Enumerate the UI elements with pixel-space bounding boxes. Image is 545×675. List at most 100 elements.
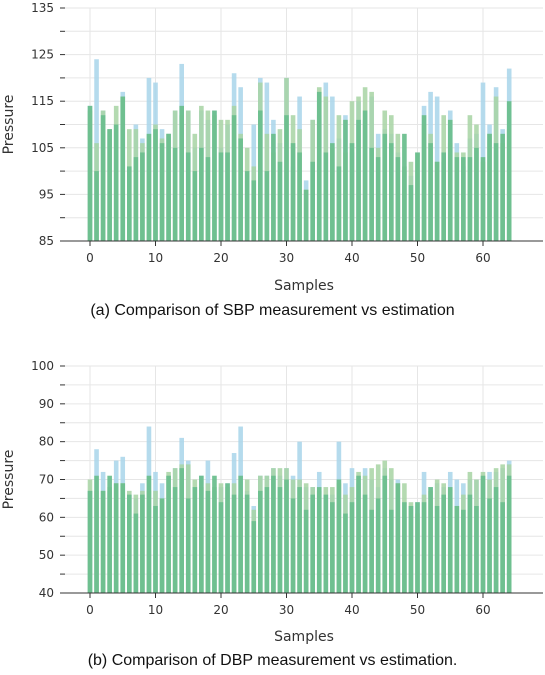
dbp-bar-s3-4 <box>113 483 119 593</box>
sbp-bar-s3-2 <box>100 115 106 241</box>
sbp-x-axis-title: Samples <box>274 278 334 294</box>
sbp-bar-s3-27 <box>264 171 270 241</box>
sbp-bar-s3-21 <box>225 152 230 241</box>
dbp-bar-s3-2 <box>100 490 106 593</box>
sbp-x-tick-label: 40 <box>344 251 359 265</box>
dbp-bar-s3-45 <box>382 475 388 593</box>
sbp-bar-s3-50 <box>415 152 420 241</box>
sbp-x-tick-label: 30 <box>279 251 294 265</box>
dbp-y-tick-label: 100 <box>31 359 54 373</box>
dbp-bar-s3-1 <box>94 475 99 593</box>
sbp-bar-s3-40 <box>349 143 355 241</box>
sbp-bar-s3-32 <box>297 152 302 241</box>
dbp-bar-s3-37 <box>330 502 335 593</box>
sbp-bar-s3-5 <box>120 96 126 241</box>
sbp-chart-caption: (a) Comparison of SBP measurement vs est… <box>90 302 455 319</box>
dbp-bar-s3-46 <box>389 509 394 593</box>
dbp-bar-s3-27 <box>264 487 270 593</box>
sbp-y-tick-label: 125 <box>31 48 54 62</box>
sbp-bar-s3-44 <box>375 157 381 241</box>
sbp-bar-s3-1 <box>94 171 99 241</box>
dbp-bar-s3-51 <box>421 502 427 593</box>
dbp-bar-s3-64 <box>506 475 512 593</box>
sbp-bar-s3-55 <box>447 119 453 241</box>
dbp-bar-s3-26 <box>258 490 263 593</box>
dbp-y-tick-label: 50 <box>39 548 54 562</box>
sbp-bar-s3-58 <box>467 157 473 241</box>
dbp-bar-s3-23 <box>238 475 243 593</box>
dbp-bar-s3-17 <box>199 475 204 593</box>
sbp-bar-s3-61 <box>487 133 492 241</box>
sbp-bar-s3-46 <box>389 143 394 241</box>
sbp-bar-s3-59 <box>474 147 479 241</box>
sbp-bar-s3-9 <box>146 133 152 241</box>
sbp-bar-s3-26 <box>258 110 263 242</box>
sbp-bar-s3-7 <box>133 157 139 241</box>
dbp-bar-s3-61 <box>487 498 492 593</box>
sbp-y-tick-label: 85 <box>39 234 54 248</box>
dbp-y-tick-label: 80 <box>39 435 54 449</box>
sbp-bar-s3-42 <box>362 110 368 242</box>
dbp-chart-caption: (b) Comparison of DBP measurement vs est… <box>87 652 458 669</box>
dbp-bar-s3-12 <box>166 475 171 593</box>
dbp-bar-s3-6 <box>127 494 132 593</box>
sbp-bar-chart: 0 10 20 30 40 50 60 85 95 105 115 125 135 Samples Pres… <box>1 1 543 294</box>
dbp-bar-s3-62 <box>493 487 499 593</box>
dbp-bar-s3-42 <box>362 494 368 593</box>
dbp-bar-s3-36 <box>323 494 329 593</box>
sbp-bar-s3-18 <box>205 157 211 241</box>
sbp-bar-s3-13 <box>172 147 178 241</box>
sbp-bar-s3-48 <box>402 133 407 241</box>
sbp-bar-s3-54 <box>441 152 446 241</box>
sbp-bar-s3-3 <box>107 129 112 241</box>
dbp-bar-s3-0 <box>87 490 93 593</box>
sbp-y-tick-label: 135 <box>31 1 54 15</box>
sbp-bar-s3-37 <box>330 143 335 241</box>
sbp-bar-s3-12 <box>166 133 171 241</box>
dbp-bar-s3-56 <box>454 505 460 593</box>
sbp-bar-s3-29 <box>277 161 283 241</box>
dbp-bar-s3-39 <box>343 513 348 593</box>
sbp-bar-s3-38 <box>336 166 342 241</box>
sbp-bar-s3-33 <box>303 189 309 241</box>
dbp-bar-s3-25 <box>251 521 257 593</box>
dbp-chart-panel: 0 10 20 30 40 50 60 40 50 60 70 80 90 100 Samples Press… <box>0 342 545 675</box>
dbp-bar-s3-31 <box>290 498 296 593</box>
sbp-bar-s3-56 <box>454 157 460 241</box>
dbp-bar-s3-33 <box>303 509 309 593</box>
dbp-bar-s3-53 <box>434 505 440 593</box>
sbp-bar-s3-34 <box>310 161 315 241</box>
dbp-bar-chart: 0 10 20 30 40 50 60 40 50 60 70 80 90 100 Samples Press… <box>1 359 543 645</box>
dbp-bar-s3-8 <box>140 494 145 593</box>
dbp-bar-s3-57 <box>461 509 466 593</box>
dbp-bar-s3-48 <box>402 502 407 593</box>
sbp-bar-s3-24 <box>244 171 250 241</box>
sbp-bar-s3-15 <box>185 152 191 241</box>
dbp-y-tick-label: 70 <box>39 473 54 487</box>
dbp-bar-s3-55 <box>447 487 453 593</box>
dbp-bar-s3-59 <box>474 505 479 593</box>
sbp-chart-panel: 0 10 20 30 40 50 60 85 95 105 115 125 135 Samples Pres… <box>0 0 545 330</box>
sbp-bar-s3-47 <box>395 157 401 241</box>
sbp-bar-s3-57 <box>461 157 466 241</box>
dbp-bar-s3-21 <box>225 483 230 593</box>
sbp-bar-s3-0 <box>87 105 93 241</box>
sbp-bar-s3-22 <box>231 115 237 241</box>
sbp-bar-s3-45 <box>382 133 388 241</box>
dbp-bar-s3-47 <box>395 483 401 593</box>
dbp-x-axis-title: Samples <box>274 629 334 645</box>
sbp-bar-s3-49 <box>408 185 414 241</box>
dbp-x-tick-label: 50 <box>410 603 425 617</box>
sbp-bar-s3-30 <box>284 115 289 241</box>
sbp-bar-s3-52 <box>428 143 433 241</box>
dbp-bar-s3-32 <box>297 487 302 593</box>
dbp-x-tick-label: 30 <box>279 603 294 617</box>
dbp-bar-s3-19 <box>212 475 217 593</box>
dbp-bar-s3-30 <box>284 479 289 593</box>
sbp-bar-s3-6 <box>127 166 132 241</box>
dbp-y-tick-label: 90 <box>39 397 54 411</box>
sbp-bar-s3-64 <box>506 101 512 241</box>
dbp-bar-s3-13 <box>172 487 178 593</box>
sbp-x-tick-label: 10 <box>148 251 163 265</box>
sbp-bar-s3-53 <box>434 161 440 241</box>
